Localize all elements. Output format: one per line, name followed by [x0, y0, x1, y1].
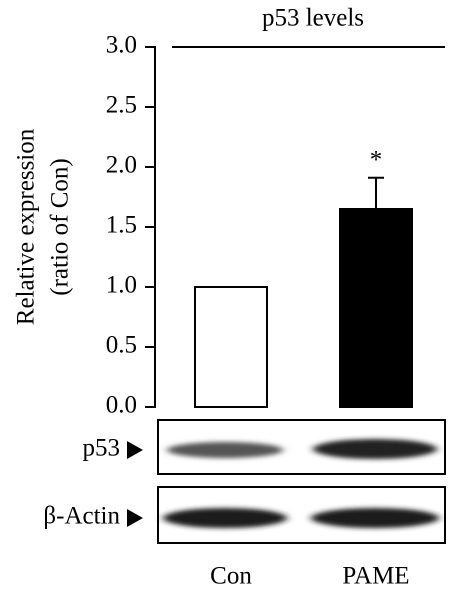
bar: [339, 208, 413, 408]
y-tick-label: 2.5: [106, 92, 137, 119]
blot-label: p53: [83, 435, 121, 462]
blot-panel: [127, 419, 446, 544]
chart-title: p53 levels: [262, 5, 364, 32]
y-tick-label: 1.0: [106, 272, 137, 299]
y-tick-label: 0.0: [106, 392, 137, 419]
blot-label: β-Actin: [43, 503, 120, 530]
x-tick-label: PAME: [342, 563, 409, 590]
bar: [194, 286, 268, 408]
y-axis-label: Relative expression: [13, 128, 40, 325]
y-axis-label: (ratio of Con): [47, 158, 74, 295]
y-tick-label: 1.5: [106, 212, 137, 239]
y-tick-label: 3.0: [106, 32, 137, 59]
significance-mark: *: [370, 147, 383, 174]
y-tick-label: 0.5: [106, 332, 137, 359]
y-tick-label: 2.0: [106, 152, 137, 179]
x-tick-label: Con: [210, 563, 252, 590]
error-bar: [368, 176, 384, 209]
